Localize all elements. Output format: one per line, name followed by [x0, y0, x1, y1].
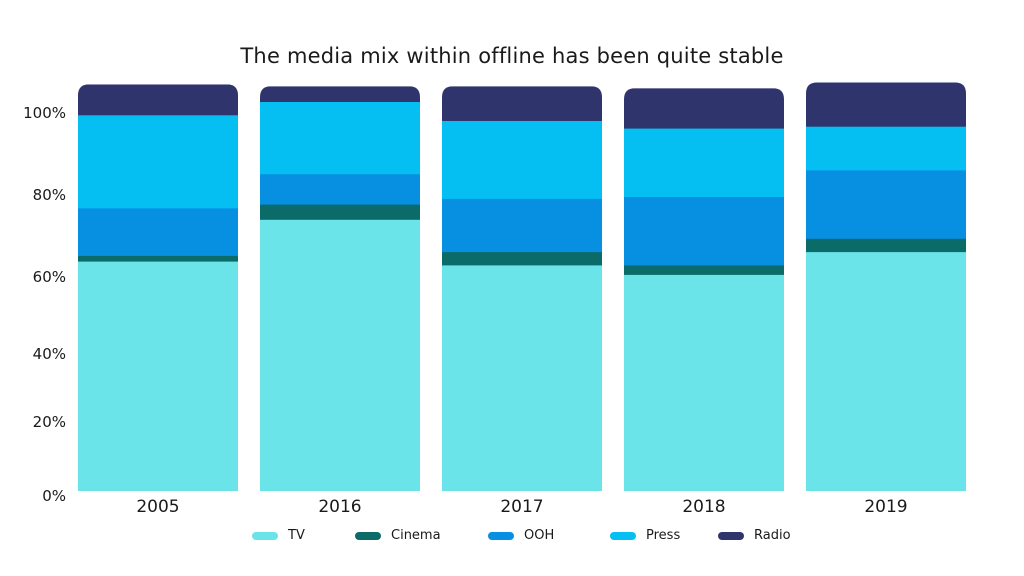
bar-segment-ooh-2017 — [442, 198, 602, 253]
bar-segment-radio-2016 — [260, 86, 420, 102]
chart-title: The media mix within offline has been qu… — [240, 44, 784, 68]
legend-swatch — [252, 531, 278, 540]
y-tick-label: 100% — [23, 104, 66, 122]
bar-segment-radio-2019 — [806, 82, 966, 127]
bar-segment-radio-2017 — [442, 86, 602, 121]
bar-segment-radio-2005 — [78, 84, 238, 116]
y-tick-label: 40% — [33, 345, 66, 363]
x-category-label: 2019 — [864, 497, 907, 517]
bar-segment-radio-2018 — [624, 88, 784, 129]
bar-segment-cinema-2018 — [624, 264, 784, 275]
bar-segment-cinema-2017 — [442, 251, 602, 266]
bar-segment-ooh-2016 — [260, 173, 420, 205]
legend-swatch — [355, 531, 381, 540]
y-tick-label: 60% — [33, 268, 66, 286]
x-category-label: 2016 — [318, 497, 361, 517]
bar-segment-cinema-2019 — [806, 238, 966, 253]
bar-segment-press-2016 — [260, 101, 420, 175]
y-tick-label: 80% — [33, 186, 66, 204]
bar-segment-tv-2019 — [806, 251, 966, 491]
legend-label: Cinema — [391, 528, 441, 543]
y-tick-label: 20% — [33, 413, 66, 431]
legend-swatch — [488, 531, 514, 540]
legend-item-cinema: Cinema — [355, 528, 441, 543]
bar-segment-tv-2016 — [260, 219, 420, 492]
bar-segment-tv-2005 — [78, 261, 238, 492]
bar-segment-cinema-2016 — [260, 204, 420, 220]
x-category-label: 2018 — [682, 497, 725, 517]
bar-segment-press-2019 — [806, 126, 966, 171]
legend-label: OOH — [524, 528, 555, 543]
bar-segment-press-2017 — [442, 120, 602, 199]
legend-item-press: Press — [610, 528, 680, 543]
bar-segment-tv-2017 — [442, 264, 602, 492]
chart-legend: TV Cinema OOH Press Radio — [0, 528, 1024, 544]
legend-swatch — [718, 531, 744, 540]
legend-label: Radio — [754, 528, 791, 543]
legend-item-tv: TV — [252, 528, 305, 543]
legend-swatch — [610, 531, 636, 540]
bar-stack-2005 — [78, 84, 238, 492]
bar-stack-2017 — [442, 86, 602, 492]
bar-stack-2019 — [806, 82, 966, 491]
y-tick-label: 0% — [42, 487, 66, 505]
bar-segment-press-2018 — [624, 128, 784, 197]
bar-segment-ooh-2018 — [624, 196, 784, 266]
bar-segment-cinema-2005 — [78, 255, 238, 262]
bar-segment-ooh-2019 — [806, 169, 966, 239]
x-category-label: 2005 — [136, 497, 179, 517]
bar-stack-2016 — [260, 86, 420, 492]
bar-segment-press-2005 — [78, 114, 238, 209]
legend-label: Press — [646, 528, 681, 543]
bar-segment-tv-2018 — [624, 274, 784, 491]
legend-item-radio: Radio — [718, 528, 791, 543]
legend-item-ooh: OOH — [488, 528, 554, 543]
bar-stack-2018 — [624, 88, 784, 491]
legend-label: TV — [288, 528, 305, 543]
bar-segment-ooh-2005 — [78, 207, 238, 256]
x-category-label: 2017 — [500, 497, 543, 517]
